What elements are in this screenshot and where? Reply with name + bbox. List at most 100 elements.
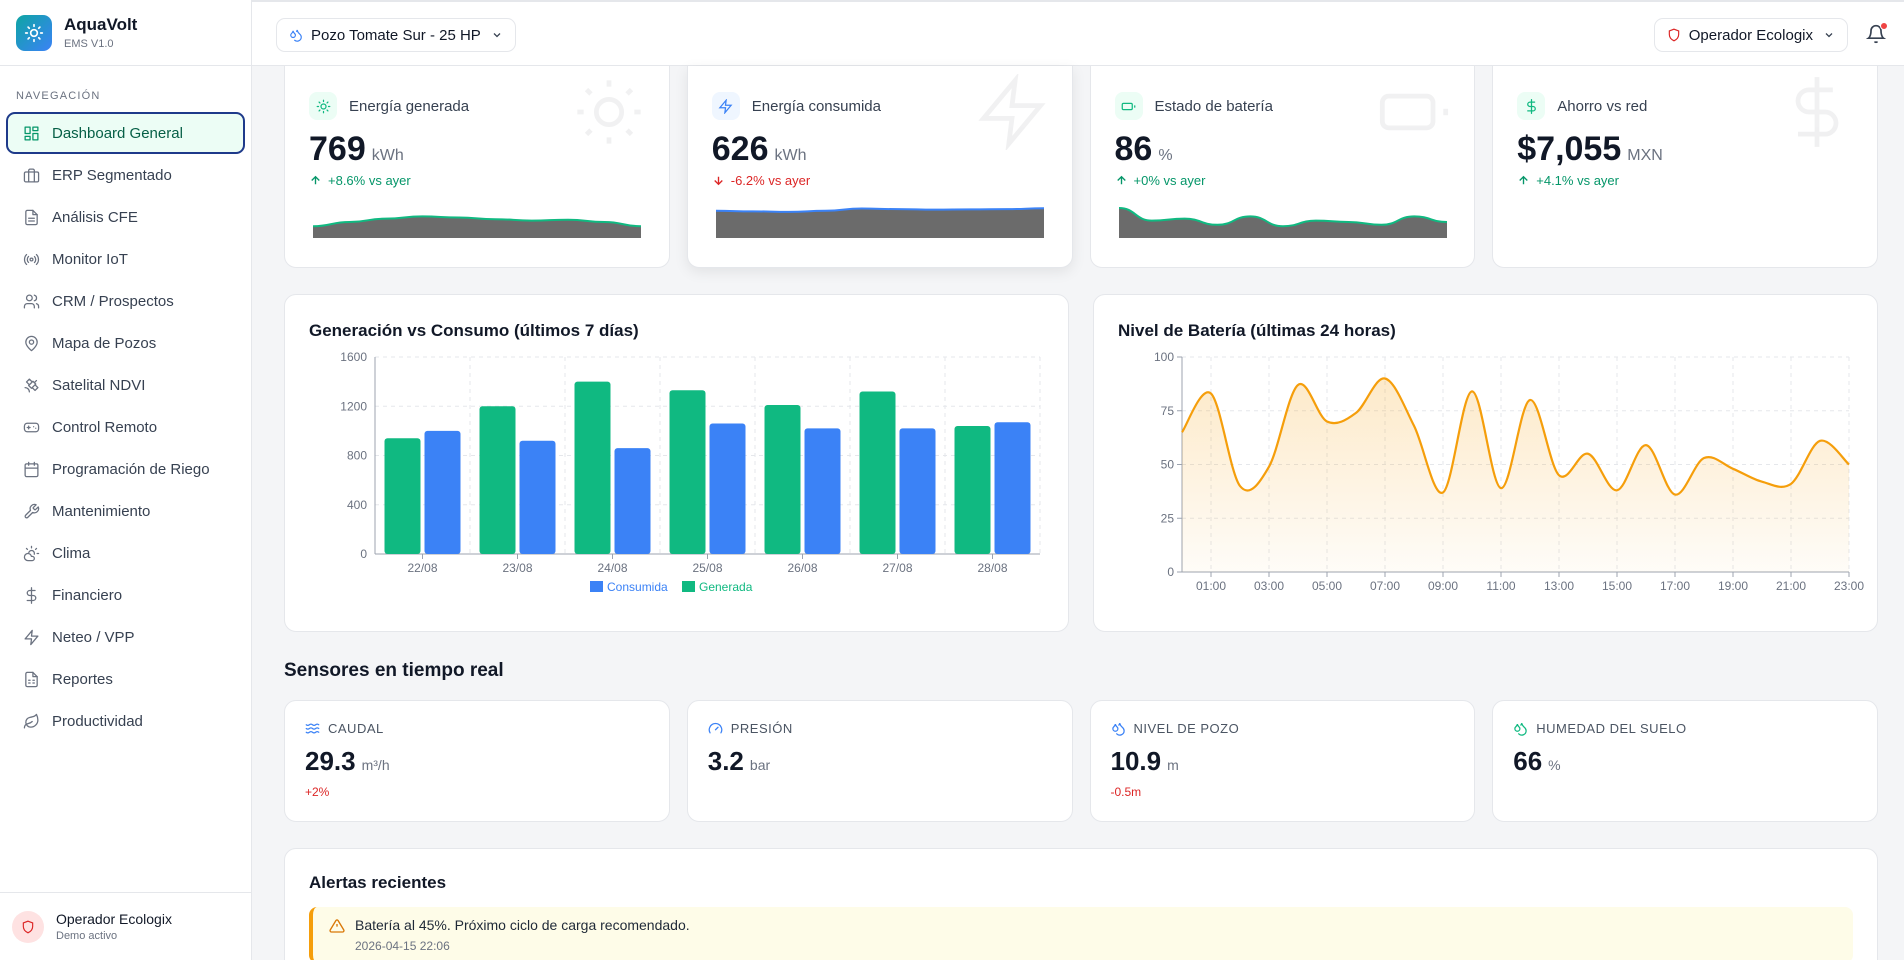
battery-area bbox=[1182, 378, 1849, 572]
y-tick-label: 400 bbox=[347, 498, 367, 512]
kpi-title: Estado de batería bbox=[1154, 97, 1273, 115]
document-icon bbox=[22, 208, 40, 226]
sidebar-item-financiero[interactable]: Financiero bbox=[6, 574, 245, 616]
kpi-delta: +4.1% vs ayer bbox=[1536, 173, 1619, 188]
soil-moisture-sensor-card[interactable]: HUMEDAD DEL SUELO 66% bbox=[1492, 700, 1878, 822]
kpi-sparkline bbox=[1118, 206, 1447, 243]
sidebar-item-clima[interactable]: Clima bbox=[6, 532, 245, 574]
sidebar-item-neteo-vpp[interactable]: Neteo / VPP bbox=[6, 616, 245, 658]
sidebar-item-mapa-de-pozos[interactable]: Mapa de Pozos bbox=[6, 322, 245, 364]
sidebar-item-reportes[interactable]: Reportes bbox=[6, 658, 245, 700]
sidebar-item-label: Control Remoto bbox=[52, 418, 158, 436]
sidebar-item-analisis-cfe[interactable]: Análisis CFE bbox=[6, 196, 245, 238]
sensor-value: 29.3 bbox=[305, 746, 356, 776]
sensors-title: Sensores en tiempo real bbox=[284, 660, 504, 681]
sensor-value: 10.9 bbox=[1110, 746, 1162, 776]
battery-line[interactable] bbox=[1181, 377, 1850, 496]
energy-generated-card[interactable]: Energía generada 769 kWh +8.6% vs ayer bbox=[284, 66, 670, 268]
x-tick-label: 05:00 bbox=[1312, 579, 1342, 593]
operator-label: Operador Ecologix bbox=[1688, 26, 1813, 44]
alert-item[interactable]: Batería al 45%. Próximo ciclo de carga r… bbox=[309, 907, 1853, 960]
savings-card[interactable]: Ahorro vs red $7,055 MXN +4.1% vs ayer bbox=[1492, 66, 1878, 268]
sun-icon bbox=[309, 92, 337, 120]
dollar-icon bbox=[1517, 92, 1546, 120]
battery-status-card[interactable]: Estado de batería 86% +0% vs ayer bbox=[1089, 66, 1476, 268]
well-level-sensor-card[interactable]: NIVEL DE POZO 10.9 m -0.5m bbox=[1089, 700, 1476, 822]
pressure-sensor-card[interactable]: PRESIÓN 3.2 bar bbox=[686, 700, 1073, 822]
bar-consumida[interactable] bbox=[709, 423, 746, 554]
legend-label[interactable]: Generada bbox=[699, 580, 753, 594]
legend-label[interactable]: Consumida bbox=[607, 580, 668, 594]
sidebar-user[interactable]: Operador Ecologix Demo activo bbox=[0, 892, 251, 960]
sidebar-item-satelital-ndvi[interactable]: Satelital NDVI bbox=[6, 364, 245, 406]
bar-consumida[interactable] bbox=[994, 422, 1031, 554]
kpi-value: 86 bbox=[1114, 130, 1153, 168]
sensor-value: 3.2 bbox=[707, 746, 744, 776]
chevron-down-icon bbox=[1823, 29, 1835, 41]
bar-consumida[interactable] bbox=[614, 448, 651, 554]
sidebar-item-crm-prospectos[interactable]: CRM / Prospectos bbox=[6, 280, 245, 322]
brand[interactable]: AquaVolt EMS V1.0 bbox=[0, 0, 251, 66]
sidebar-item-programacion-de-riego[interactable]: Programación de Riego bbox=[6, 448, 245, 490]
y-tick-label: 75 bbox=[1161, 404, 1175, 418]
bar-chart-title: Generación vs Consumo (últimos 7 días) bbox=[309, 321, 639, 340]
sidebar-item-label: Mantenimiento bbox=[52, 502, 151, 520]
droplets-icon bbox=[1111, 721, 1126, 736]
bar-generada[interactable] bbox=[479, 406, 516, 554]
sidebar-item-erp-segmentado[interactable]: ERP Segmentado bbox=[6, 154, 245, 196]
leaf-icon bbox=[22, 712, 40, 730]
y-tick-label: 100 bbox=[1154, 350, 1174, 364]
x-tick-label: 23:00 bbox=[1834, 579, 1864, 593]
bolt-icon bbox=[22, 628, 40, 646]
bar-consumida[interactable] bbox=[519, 440, 556, 554]
y-tick-label: 1600 bbox=[340, 350, 367, 364]
bar-generada[interactable] bbox=[954, 425, 991, 554]
sidebar-item-label: Monitor IoT bbox=[52, 250, 128, 268]
kpi-title: Energía generada bbox=[349, 97, 470, 115]
y-tick-label: 25 bbox=[1161, 511, 1175, 525]
legend-swatch bbox=[682, 581, 695, 592]
alert-time: 2026-04-15 22:06 bbox=[355, 939, 450, 953]
x-tick-label: 25/08 bbox=[692, 561, 722, 575]
sidebar-item-mantenimiento[interactable]: Mantenimiento bbox=[6, 490, 245, 532]
arrow-up-icon bbox=[1116, 175, 1126, 185]
x-tick-label: 03:00 bbox=[1254, 579, 1284, 593]
sun-logo-icon bbox=[16, 14, 52, 51]
sensor-unit: % bbox=[1548, 757, 1561, 773]
sidebar-item-dashboard-general[interactable]: Dashboard General bbox=[6, 112, 245, 154]
kpi-delta: +0% vs ayer bbox=[1133, 173, 1206, 188]
sidebar-item-productividad[interactable]: Productividad bbox=[6, 700, 245, 742]
operator-menu[interactable]: Operador Ecologix bbox=[1653, 18, 1848, 52]
flow-sensor-card[interactable]: CAUDAL 29.3 m³/h +2% bbox=[284, 700, 670, 822]
x-tick-label: 28/08 bbox=[977, 561, 1007, 575]
sidebar-item-label: ERP Segmentado bbox=[52, 166, 172, 184]
y-tick-label: 800 bbox=[347, 449, 367, 463]
bar-chart: 0 400 800 1200 1600 22/08 23/08 24/08 25/08 26/08… bbox=[340, 350, 1041, 594]
nav-section-label: NAVEGACIÓN bbox=[16, 90, 101, 102]
app-name: AquaVolt bbox=[64, 15, 138, 34]
bar-generada[interactable] bbox=[859, 391, 896, 554]
bar-consumida[interactable] bbox=[804, 428, 841, 554]
sensor-label: NIVEL DE POZO bbox=[1133, 721, 1240, 736]
sidebar-item-control-remoto[interactable]: Control Remoto bbox=[6, 406, 245, 448]
sensor-label: CAUDAL bbox=[328, 721, 384, 736]
x-tick-label: 01:00 bbox=[1196, 579, 1226, 593]
well-selector[interactable]: Pozo Tomate Sur - 25 HP bbox=[276, 18, 516, 52]
arrow-up-icon bbox=[311, 175, 320, 185]
satellite-icon bbox=[22, 376, 40, 394]
bar-generada[interactable] bbox=[574, 381, 611, 554]
sidebar-item-monitor-iot[interactable]: Monitor IoT bbox=[6, 238, 245, 280]
notifications-bell-icon[interactable] bbox=[1865, 22, 1888, 46]
bar-generada[interactable] bbox=[764, 405, 801, 554]
x-tick-label: 27/08 bbox=[882, 561, 912, 575]
droplets-icon bbox=[289, 28, 303, 42]
kpi-value: 626 bbox=[711, 130, 769, 168]
y-tick-label: 50 bbox=[1161, 458, 1175, 472]
bar-generada[interactable] bbox=[384, 438, 421, 554]
bar-consumida[interactable] bbox=[899, 428, 936, 554]
sidebar-item-label: Análisis CFE bbox=[52, 208, 138, 226]
energy-consumed-card[interactable]: Energía consumida 626 kWh -6.2% vs ayer bbox=[686, 66, 1073, 268]
bar-consumida[interactable] bbox=[424, 430, 461, 554]
x-tick-label: 26/08 bbox=[787, 561, 817, 575]
bar-generada[interactable] bbox=[669, 390, 706, 554]
